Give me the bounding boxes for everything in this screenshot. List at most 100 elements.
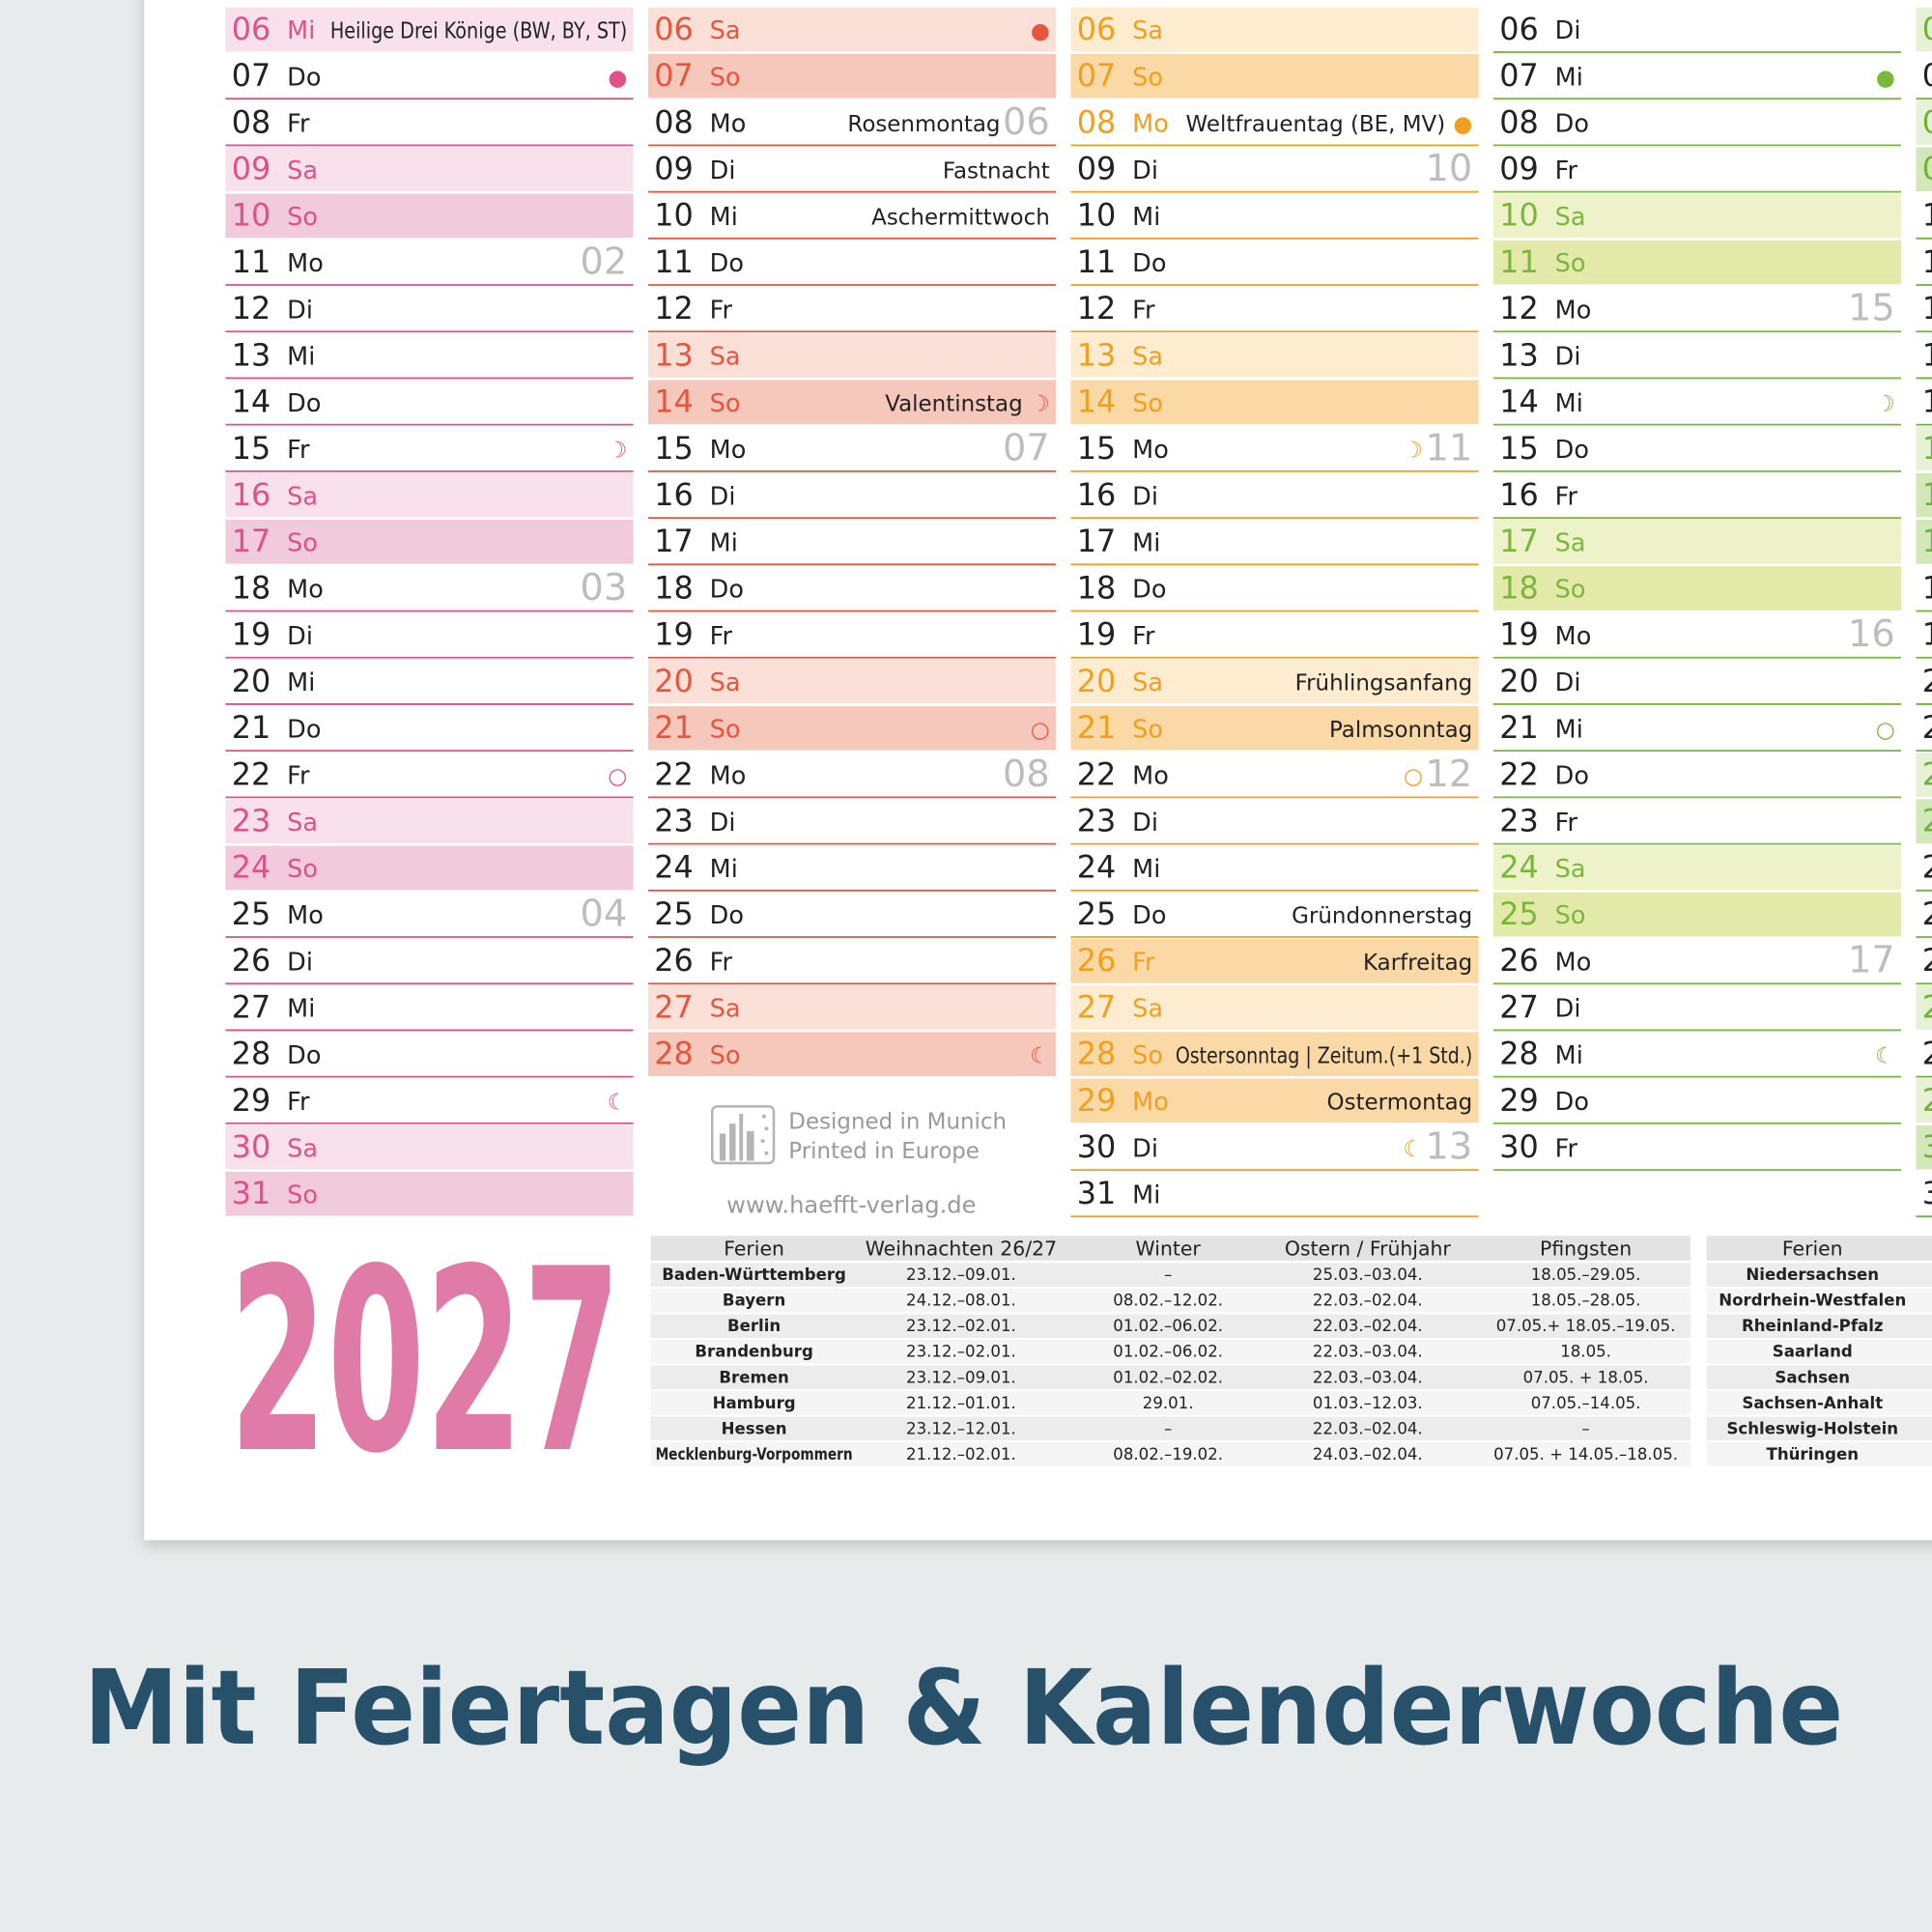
day-row-bg	[1070, 938, 1479, 983]
table-cell: 01.03.–12.03.	[1313, 1394, 1423, 1412]
day-number: 12	[654, 290, 694, 327]
day-row-bg	[1916, 1078, 1932, 1123]
day-number: 27	[1922, 988, 1932, 1025]
weekday: Di	[287, 296, 313, 325]
day-number: 18	[1922, 569, 1932, 606]
day-number: 26	[1077, 942, 1117, 979]
weekday: Sa	[1555, 203, 1586, 232]
table-cell: 07.05.+ 18.05.–19.05.	[1496, 1317, 1676, 1335]
footer-line-1: Designed in Munich	[788, 1109, 1007, 1134]
day-number: 06	[1922, 11, 1932, 47]
day-row-bg	[1916, 147, 1932, 191]
day-row-bg	[647, 333, 1057, 378]
weekday: Fr	[1132, 622, 1155, 651]
weekday: Do	[710, 576, 744, 605]
day-number: 25	[232, 895, 271, 932]
day-number: 22	[1077, 755, 1117, 792]
table-cell: Hessen	[722, 1419, 787, 1437]
day-number: 10	[1922, 197, 1932, 234]
weekday: Mo	[1132, 436, 1169, 465]
day-number: 12	[1499, 290, 1539, 327]
day-number: 07	[1922, 57, 1932, 94]
weekday: Sa	[287, 809, 318, 838]
weekday: Do	[287, 63, 321, 92]
day-number: 22	[654, 755, 694, 792]
day-number: 21	[1077, 709, 1117, 746]
day-row-bg	[225, 1172, 634, 1216]
table-header-bg	[1706, 1236, 1932, 1261]
table-row-bg	[1706, 1416, 1932, 1441]
weekday: Sa	[710, 668, 741, 697]
day-number: 26	[1922, 942, 1932, 979]
day-number: 22	[232, 755, 271, 792]
day-row-bg	[1916, 520, 1932, 564]
day-number: 06	[1499, 11, 1539, 47]
weekday: Di	[710, 156, 736, 185]
day-number: 08	[1922, 103, 1932, 140]
day-number: 09	[1077, 151, 1117, 187]
day-number: 13	[232, 336, 271, 373]
weekday: Mo	[1132, 762, 1169, 791]
weekday: Mo	[710, 762, 747, 791]
week-number: 15	[1848, 287, 1895, 330]
table-row-bg	[650, 1288, 1690, 1313]
weekday: Di	[710, 809, 736, 838]
day-note: Weltfrauentag (BE, MV)	[1186, 112, 1446, 137]
table-cell: 22.03.–02.04.	[1313, 1292, 1423, 1310]
weekday: Mi	[1555, 389, 1583, 418]
weekday: Sa	[710, 343, 741, 372]
day-number: 20	[1077, 663, 1117, 699]
weekday: Mo	[710, 110, 747, 139]
weekday: Mi	[287, 668, 315, 697]
table-cell: Baden-Württemberg	[662, 1265, 846, 1284]
week-number: 08	[1003, 753, 1050, 796]
day-number: 24	[1077, 849, 1117, 886]
day-number: 25	[1077, 895, 1117, 932]
table-cell: Bayern	[723, 1292, 785, 1310]
day-row-bg	[225, 520, 634, 564]
day-number: 10	[654, 197, 694, 234]
holidays-table: Ferien Weihnachten 26/27 Winter Ostern / Fr…	[650, 1236, 1690, 1466]
day-number: 31	[1922, 1175, 1932, 1211]
weekday: Fr	[1555, 156, 1578, 185]
table-row-bg	[1706, 1263, 1932, 1288]
day-note: Frühlingsanfang	[1295, 671, 1473, 696]
table-cell: –	[1164, 1265, 1172, 1284]
weekday: Di	[1555, 16, 1581, 45]
weekday: Do	[710, 901, 744, 930]
day-row-bg	[225, 7, 634, 52]
weekday: Do	[710, 249, 744, 278]
day-row-bg	[1916, 426, 1932, 471]
weekday: Mi	[1132, 1181, 1160, 1210]
day-number: 08	[654, 103, 694, 140]
day-number: 10	[1499, 197, 1539, 234]
table-row-bg	[1706, 1288, 1932, 1313]
week-number: 13	[1426, 1125, 1473, 1169]
weekday: So	[1132, 1041, 1163, 1070]
moon-phase: ●	[1453, 112, 1472, 137]
day-number: 21	[654, 709, 694, 746]
table-cell: 07.05. + 14.05.–18.05.	[1493, 1445, 1678, 1463]
day-row-bg	[647, 659, 1057, 704]
day-number: 09	[1922, 151, 1932, 187]
logo	[710, 1105, 776, 1165]
day-number: 23	[1922, 803, 1932, 839]
weekday: Mi	[1132, 529, 1160, 558]
day-number: 23	[232, 803, 271, 839]
day-number: 13	[654, 336, 694, 373]
moon-phase: ☽	[608, 439, 628, 464]
day-number: 17	[232, 523, 271, 559]
day-number: 09	[1499, 151, 1539, 187]
weekday: Mi	[1555, 63, 1583, 92]
day-number: 11	[1922, 243, 1932, 280]
day-number: 09	[232, 151, 271, 187]
weekday: Sa	[287, 156, 318, 185]
weekday: Do	[287, 715, 321, 744]
weekday: Fr	[1555, 1134, 1578, 1163]
table-header-cell: Ferien	[1782, 1236, 1843, 1260]
day-number: 06	[232, 11, 271, 47]
weekday: Mi	[1132, 855, 1160, 884]
day-number: 08	[1077, 103, 1117, 140]
